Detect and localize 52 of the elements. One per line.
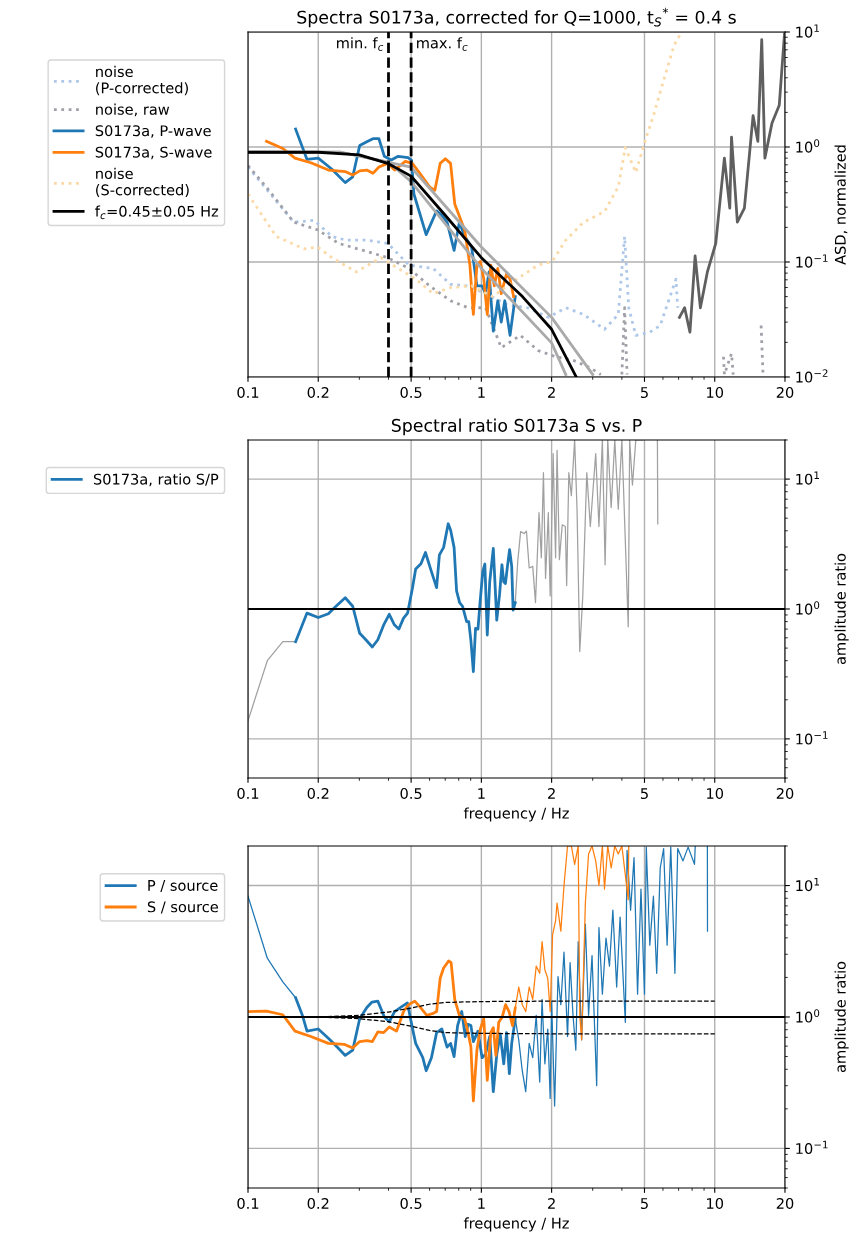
legend-label: S0173a, ratio S/P bbox=[93, 473, 219, 487]
y-tick-label: 10$^{0}$ bbox=[796, 601, 820, 615]
x-tick-label: 1 bbox=[478, 1198, 485, 1209]
y-tick-label: 10$^{1}$ bbox=[796, 471, 819, 485]
x-tick-label: 0.1 bbox=[237, 1197, 259, 1209]
legend-label: S0173a, S-wave bbox=[95, 146, 212, 160]
y-tick-label: 10$^{−2}$ bbox=[796, 369, 828, 383]
legend-label: P / source bbox=[148, 880, 218, 893]
x-tick-label: 0.5 bbox=[400, 787, 422, 800]
x-tick-label: 0.5 bbox=[400, 386, 422, 398]
y-axis-title: ASD, normalized bbox=[834, 145, 848, 265]
x-tick-label: 0.1 bbox=[237, 386, 259, 398]
x-tick-label: 10 bbox=[707, 1197, 724, 1209]
legend-label: f$_{c}$=0.45±0.05 Hz bbox=[95, 205, 219, 220]
chart-title: Spectral ratio S0173a S vs. P bbox=[391, 418, 642, 436]
y-tick-label: 10$^{1}$ bbox=[796, 877, 819, 892]
y-tick-label: 10$^{−1}$ bbox=[796, 1140, 828, 1155]
x-axis-title: frequency / Hz bbox=[463, 1217, 569, 1232]
x-tick-label: 5 bbox=[640, 387, 648, 398]
x-tick-label: 0.5 bbox=[400, 1197, 422, 1209]
y-axis-title: amplitude ratio bbox=[834, 553, 849, 665]
x-tick-label: 0.2 bbox=[307, 787, 329, 800]
x-tick-label: 5 bbox=[640, 1198, 648, 1209]
ref-line-label: min. f$_{c}$ bbox=[337, 37, 384, 51]
x-tick-label: 20 bbox=[776, 386, 794, 398]
x-tick-label: 0.2 bbox=[307, 386, 329, 398]
legend-label: S0173a, P-wave bbox=[95, 125, 211, 138]
legend-label: noise, raw bbox=[96, 103, 170, 117]
ref-line-label: max. f$_{c}$ bbox=[417, 37, 468, 51]
x-tick-label: 2 bbox=[548, 386, 555, 398]
x-axis-title: frequency / Hz bbox=[463, 807, 569, 822]
x-tick-label: 1 bbox=[478, 788, 485, 799]
x-tick-label: 0.1 bbox=[237, 787, 259, 800]
y-tick-label: 10$^{−1}$ bbox=[796, 731, 828, 745]
x-tick-label: 0.2 bbox=[307, 1197, 329, 1209]
x-tick-label: 2 bbox=[548, 1197, 555, 1209]
y-tick-label: 10$^{1}$ bbox=[796, 24, 819, 38]
x-tick-label: 2 bbox=[548, 787, 555, 799]
legend-label: S / source bbox=[147, 901, 218, 914]
chart-title: Spectra S0173a, corrected for Q=1000, t$_{S}$$^{*}$ = 0.4 s bbox=[297, 7, 736, 28]
x-tick-label: 10 bbox=[707, 787, 724, 800]
y-tick-label: 10$^{0}$ bbox=[796, 1009, 820, 1023]
x-tick-label: 20 bbox=[776, 787, 794, 800]
y-tick-label: 10$^{0}$ bbox=[796, 139, 820, 153]
legend-label: noise (P-corrected) bbox=[96, 65, 188, 96]
x-tick-label: 1 bbox=[478, 387, 485, 398]
y-axis-title: amplitude ratio bbox=[834, 961, 849, 1073]
y-tick-label: 10$^{−1}$ bbox=[796, 254, 828, 268]
x-tick-label: 10 bbox=[707, 386, 724, 398]
x-tick-label: 5 bbox=[640, 788, 648, 800]
x-tick-label: 20 bbox=[776, 1197, 794, 1209]
legend-label: noise (S-corrected) bbox=[96, 167, 189, 198]
